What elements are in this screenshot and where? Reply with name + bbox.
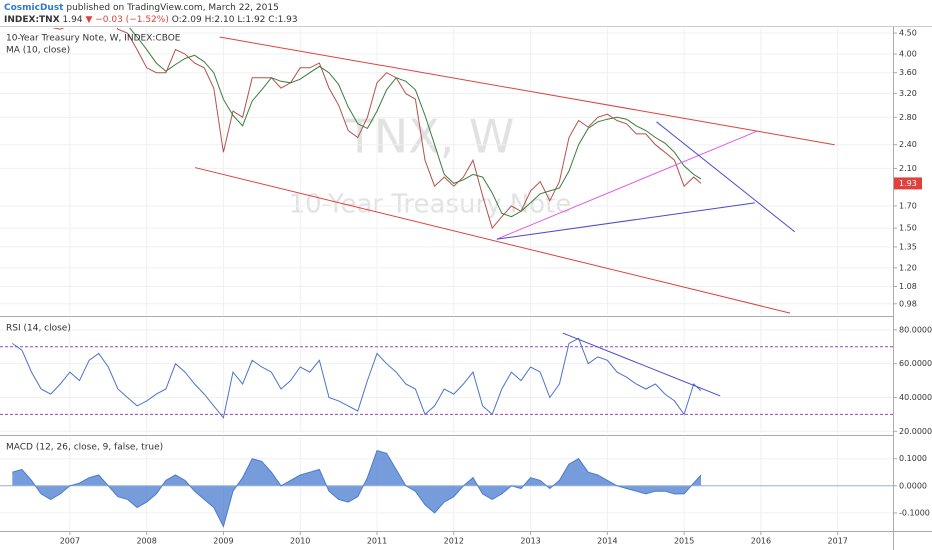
last: 1.94 bbox=[63, 15, 83, 25]
trend-line bbox=[496, 130, 758, 240]
change: ▼ −0.03 (−1.52%) bbox=[85, 15, 168, 25]
symbol: INDEX:TNX bbox=[4, 15, 60, 25]
y-tick-label: 4.50 bbox=[899, 29, 917, 38]
rsi-pane bbox=[0, 318, 893, 433]
x-tick-label: 2012 bbox=[444, 537, 464, 546]
x-tick-label: 2013 bbox=[520, 537, 540, 546]
y-tick-label: 0.1000 bbox=[899, 454, 927, 463]
publish-line: CosmicDust published on TradingView.com,… bbox=[4, 3, 279, 13]
macd-pane bbox=[0, 437, 893, 530]
x-tick-label: 2009 bbox=[213, 537, 233, 546]
y-tick-label: 1.50 bbox=[899, 224, 917, 233]
y-tick-label: 4.00 bbox=[899, 49, 917, 58]
current-price-box bbox=[894, 177, 922, 190]
close: C:1.93 bbox=[268, 15, 297, 25]
x-tick-label: 2017 bbox=[828, 537, 848, 546]
series-line bbox=[12, 337, 702, 419]
high: H:2.10 bbox=[205, 15, 235, 25]
trend-line bbox=[656, 121, 796, 233]
series-line bbox=[129, 28, 702, 218]
axes: 4.50 4.00 3.60 3.20 2.80 2.40 2.10 1.70 1.50 1.35… bbox=[0, 26, 932, 550]
x-tick-label: 2007 bbox=[60, 537, 80, 546]
y-tick-label: 2.80 bbox=[899, 113, 917, 122]
x-tick-label: 2014 bbox=[597, 537, 617, 546]
x-tick-label: 2008 bbox=[136, 537, 156, 546]
y-tick-label: 2.10 bbox=[899, 164, 917, 173]
published: published on TradingView.com, March 22, … bbox=[66, 3, 278, 13]
y-tick-label: 1.35 bbox=[899, 242, 917, 251]
y-tick-label: 0.98 bbox=[899, 299, 917, 308]
y-tick-label: 0.0000 bbox=[899, 481, 927, 490]
price-line bbox=[52, 28, 702, 230]
y-tick-label: 40.0000 bbox=[899, 393, 932, 402]
x-tick-label: 2015 bbox=[674, 537, 694, 546]
pane-legend: 10-Year Treasury Note, W, INDEX:CBOE bbox=[6, 34, 181, 44]
series-line bbox=[12, 449, 702, 528]
y-tick-label: 60.0000 bbox=[899, 359, 932, 368]
y-tick-label: 2.40 bbox=[899, 140, 917, 149]
y-tick-label: -0.1000 bbox=[899, 508, 930, 517]
y-tick-label: 1.20 bbox=[899, 263, 917, 272]
trend-line bbox=[562, 332, 721, 397]
quote-line: INDEX:TNX 1.94 ▼ −0.03 (−1.52%) O:2.09 H… bbox=[4, 15, 298, 25]
y-tick-label: 1.70 bbox=[899, 201, 917, 210]
y-tick-label: 80.0000 bbox=[899, 325, 932, 334]
y-tick-label: 20.0000 bbox=[899, 427, 932, 436]
y-tick-label: 3.20 bbox=[899, 89, 917, 98]
low: L:1.92 bbox=[237, 15, 265, 25]
pane-legend: RSI (14, close) bbox=[6, 324, 71, 334]
pane-legend: MACD (12, 26, close, 9, false, true) bbox=[6, 443, 163, 453]
y-tick-label: 1.08 bbox=[899, 282, 917, 291]
x-tick-label: 2016 bbox=[751, 537, 771, 546]
macd-area bbox=[12, 450, 702, 527]
publisher[interactable]: CosmicDust bbox=[4, 3, 64, 13]
trend-line bbox=[194, 167, 791, 314]
pane-legend: MA (10, close) bbox=[6, 46, 70, 56]
x-tick-label: 2010 bbox=[290, 537, 310, 546]
open: O:2.09 bbox=[172, 15, 202, 25]
x-tick-label: 2011 bbox=[367, 537, 387, 546]
trend-line bbox=[219, 36, 835, 146]
current-price-label: 1.93 bbox=[899, 179, 917, 188]
price-pane bbox=[0, 28, 893, 315]
y-tick-label: 3.60 bbox=[899, 68, 917, 77]
trend-line bbox=[496, 202, 755, 240]
